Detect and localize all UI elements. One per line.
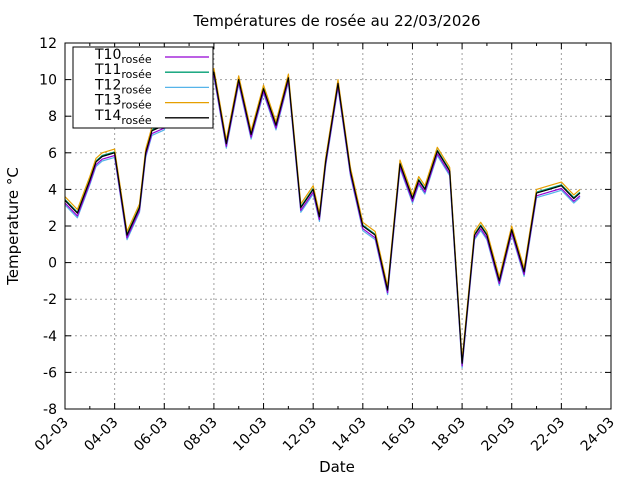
chart-series-lines bbox=[64, 67, 581, 369]
legend-series-name: T10 bbox=[94, 47, 121, 63]
legend-label: T10rosée bbox=[94, 47, 152, 66]
legend-label: T13rosée bbox=[94, 93, 152, 112]
legend-series-name: T11 bbox=[94, 62, 121, 78]
x-tick-label: 20-03 bbox=[478, 415, 518, 455]
x-tick-label: 04-03 bbox=[81, 415, 121, 455]
y-tick-label: 10 bbox=[39, 73, 57, 89]
x-tick-label: 24-03 bbox=[578, 415, 618, 455]
legend-series-name: T12 bbox=[94, 77, 121, 93]
x-tick-label: 02-03 bbox=[32, 415, 72, 455]
legend-series-name: T13 bbox=[94, 93, 121, 109]
x-tick-label: 10-03 bbox=[230, 415, 270, 455]
legend-series-subscript: rosée bbox=[121, 68, 152, 81]
x-tick-label: 08-03 bbox=[181, 415, 221, 455]
x-tick-label: 12-03 bbox=[280, 415, 320, 455]
legend-series-name: T14 bbox=[94, 108, 121, 124]
x-tick-label: 16-03 bbox=[379, 415, 419, 455]
legend-label: T14rosée bbox=[94, 108, 152, 127]
y-tick-label: 4 bbox=[48, 182, 57, 198]
y-tick-label: 2 bbox=[48, 219, 57, 235]
chart-title: Températures de rosée au 22/03/2026 bbox=[192, 12, 480, 30]
y-axis-ticks: -8 -6 -4 -2 0 2 4 6 8 10 12 bbox=[39, 36, 611, 418]
x-axis-label: Date bbox=[319, 458, 355, 476]
y-axis-label: Temperature °C bbox=[4, 167, 22, 286]
y-tick-label: 8 bbox=[48, 109, 57, 125]
legend-series-subscript: rosée bbox=[121, 114, 152, 127]
x-tick-label: 06-03 bbox=[131, 415, 171, 455]
series-line-t14 bbox=[64, 71, 581, 364]
y-tick-label: 0 bbox=[48, 256, 57, 272]
legend-label: T11rosée bbox=[94, 62, 152, 81]
y-tick-label: -4 bbox=[43, 329, 57, 345]
x-tick-label: 22-03 bbox=[528, 415, 568, 455]
x-tick-label: 18-03 bbox=[429, 415, 469, 455]
y-tick-label: -8 bbox=[43, 402, 57, 418]
legend-series-subscript: rosée bbox=[121, 99, 152, 112]
y-tick-label: 12 bbox=[39, 36, 57, 52]
legend-series-subscript: rosée bbox=[121, 83, 152, 96]
legend-series-subscript: rosée bbox=[121, 53, 152, 66]
x-tick-label: 14-03 bbox=[330, 415, 370, 455]
legend-label: T12rosée bbox=[94, 77, 152, 96]
y-tick-label: 6 bbox=[48, 146, 57, 162]
y-tick-label: -2 bbox=[43, 292, 57, 308]
y-tick-label: -6 bbox=[43, 365, 57, 381]
